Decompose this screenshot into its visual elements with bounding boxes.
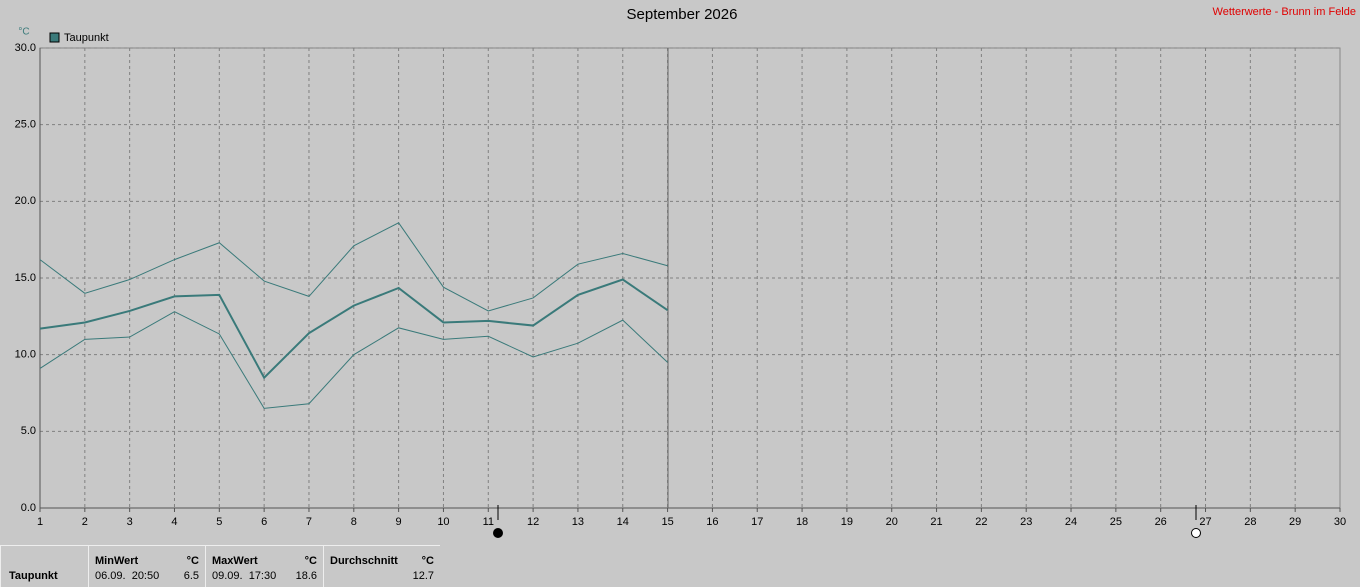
x-tick-label: 5 [216,516,222,528]
stats-label-cell: Taupunkt [0,545,88,587]
x-tick-label: 20 [886,516,898,528]
x-tick-label: 19 [841,516,853,528]
stats-cell: Durchschnitt °C 12.7 [323,545,440,587]
stats-value: 18.6 [295,570,317,582]
stats-value: 6.5 [183,570,199,582]
legend-swatch [49,32,60,43]
stats-time: 06.09. 20:50 [95,570,160,582]
x-tick-label: 17 [751,516,763,528]
x-tick-label: 6 [261,516,267,528]
stats-title: MaxWert [212,555,258,567]
x-tick-label: 21 [930,516,942,528]
stats-value: 12.7 [412,570,434,582]
x-tick-label: 15 [661,516,673,528]
x-tick-label: 29 [1289,516,1301,528]
x-tick-label: 2 [82,516,88,528]
x-tick-label: 13 [572,516,584,528]
source: Wetterwerte - Brunn im Felde [1213,6,1356,18]
x-tick-label: 22 [975,516,987,528]
x-tick-label: 1 [37,516,43,528]
stats-cell: MaxWert °C 09.09. 17:30 18.6 [205,545,323,587]
x-tick-label: 10 [437,516,449,528]
y-tick-label: 15.0 [15,272,36,284]
x-tick-label: 18 [796,516,808,528]
y-tick-label: 10.0 [15,349,36,361]
stats-table: Taupunkt MinWert °C 06.09. 20:50 6.5 MaxWert… [0,545,1360,587]
y-tick-label: 5.0 [21,425,36,437]
x-tick-label: 24 [1065,516,1077,528]
y-tick-label: 30.0 [15,42,36,54]
legend-label: Taupunkt [64,32,109,44]
x-tick-label: 7 [306,516,312,528]
x-tick-label: 11 [483,516,494,528]
x-tick-label: 30 [1334,516,1346,528]
stats-unit: °C [304,555,317,567]
line [39,311,668,409]
line [39,222,668,312]
y-unit: °C [18,27,29,38]
y-tick-label: 0.0 [21,502,36,514]
x-tick-label: 28 [1244,516,1256,528]
stats-unit: °C [186,555,199,567]
x-tick-label: 4 [171,516,177,528]
x-tick-label: 3 [127,516,133,528]
x-tick-label: 26 [1155,516,1167,528]
chart-title: September 2026 [627,6,738,23]
stats-title: MinWert [95,555,139,567]
x-tick-label: 8 [351,516,357,528]
stats-cell: MinWert °C 06.09. 20:50 6.5 [88,545,205,587]
chart: September 2026 Wetterwerte - Brunn im Fe… [15,6,1356,538]
stats-time: 09.09. 17:30 [212,570,277,582]
stats-title: Durchschnitt [330,555,398,567]
line [39,278,669,380]
stats-label: Taupunkt [9,570,58,582]
x-tick-label: 16 [706,516,718,528]
y-tick-label: 25.0 [15,119,36,131]
x-tick-label: 12 [527,516,539,528]
stats-unit: °C [421,555,434,567]
full-moon [1191,528,1201,538]
y-tick-label: 20.0 [15,195,36,207]
x-tick-label: 27 [1199,516,1211,528]
x-tick-label: 25 [1110,516,1122,528]
x-tick-label: 9 [396,516,402,528]
new-moon [493,528,503,538]
x-tick-label: 14 [617,516,629,528]
x-tick-label: 23 [1020,516,1032,528]
